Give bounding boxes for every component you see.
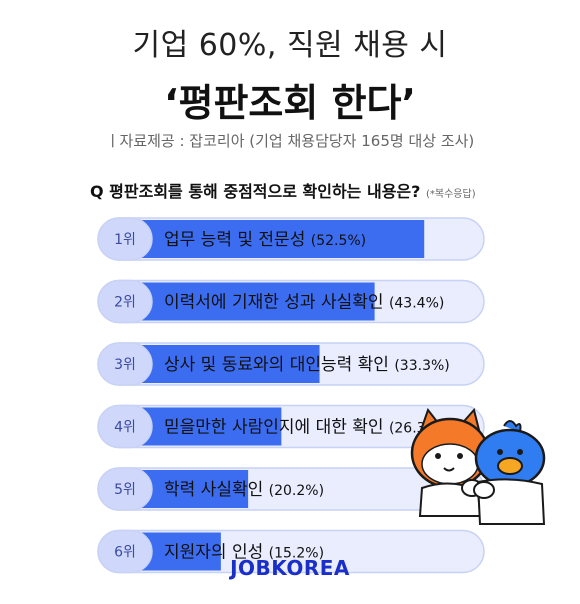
rank-label: 6위: [114, 545, 136, 561]
category-text: 업무 능력 및 전문성: [164, 230, 311, 250]
bar: [138, 282, 375, 321]
value-label: (15.2%): [269, 546, 324, 562]
value-label: (52.5%): [311, 233, 366, 249]
page-title: 기업 60%, 직원 채용 시: [132, 28, 448, 63]
rank-badge: [97, 529, 153, 574]
bar: [138, 345, 320, 383]
category-label: 학력 사실확인 (20.2%): [164, 480, 324, 500]
category-text: 이력서에 기재한 성과 사실확인: [164, 293, 389, 313]
value-label: (33.3%): [394, 358, 449, 374]
rank-badge: [97, 279, 153, 324]
bar: [138, 407, 282, 446]
survey-question: Q 평판조회를 통해 중점적으로 확인하는 내용은? (*복수응답): [90, 178, 476, 202]
question-text: Q 평판조회를 통해 중점적으로 확인하는 내용은?: [90, 182, 421, 201]
category-label: 지원자의 인성 (15.2%): [164, 543, 324, 563]
rank-label: 5위: [114, 482, 136, 498]
bar: [138, 470, 249, 508]
question-note: (*복수응답): [426, 189, 476, 200]
rank-badge: [97, 404, 153, 449]
category-label: 상사 및 동료와의 대인능력 확인 (33.3%): [164, 355, 450, 375]
jobkorea-logo: JOBKOREA: [230, 556, 350, 580]
category-text: 상사 및 동료와의 대인능력 확인: [164, 355, 394, 375]
rank-badge: [97, 467, 153, 511]
rank-label: 1위: [114, 232, 136, 248]
source-note: ㅣ자료제공 : 잡코리아 (기업 채용담당자 165명 대상 조사): [105, 132, 475, 150]
rank-badge: [97, 217, 153, 261]
category-text: 학력 사실확인: [164, 480, 269, 500]
bar: [138, 220, 425, 258]
category-label: 이력서에 기재한 성과 사실확인 (43.4%): [164, 293, 444, 313]
category-label: 업무 능력 및 전문성 (52.5%): [164, 230, 366, 250]
category-text: 믿을만한 사람인지에 대한 확인: [164, 418, 389, 438]
blue-bird-character-icon: [473, 420, 546, 525]
rank-label: 2위: [114, 295, 136, 311]
rank-badge: [97, 342, 153, 386]
category-text: 지원자의 인성: [164, 543, 269, 563]
value-label: (20.2%): [269, 483, 324, 499]
page-subtitle: ‘평판조회 한다’: [164, 81, 416, 125]
value-label: (43.4%): [389, 296, 444, 312]
rank-label: 3위: [114, 357, 136, 373]
rank-label: 4위: [114, 420, 136, 436]
